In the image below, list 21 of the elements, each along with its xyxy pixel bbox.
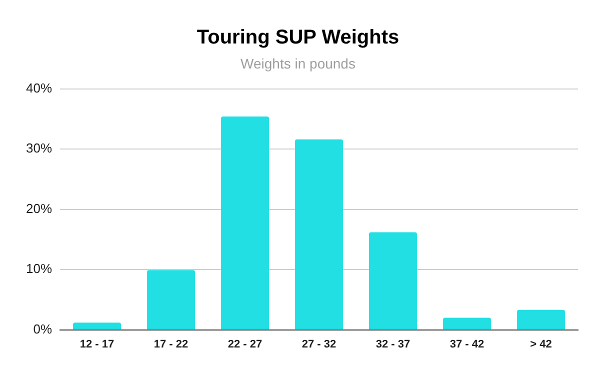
bar xyxy=(147,270,195,330)
y-tick-label: 0% xyxy=(33,321,52,336)
x-tick-label: 37 - 42 xyxy=(450,338,484,350)
chart-subtitle: Weights in pounds xyxy=(240,55,356,72)
bar xyxy=(295,139,343,330)
x-tick-label: 12 - 17 xyxy=(80,338,114,350)
bar xyxy=(443,318,491,330)
x-tick-label: 32 - 37 xyxy=(376,338,410,350)
x-tick-label: 17 - 22 xyxy=(154,338,188,350)
bar xyxy=(73,322,121,330)
y-tick-label: 20% xyxy=(26,200,52,216)
x-tick-label: > 42 xyxy=(530,338,552,350)
bar xyxy=(517,310,565,330)
y-tick-label: 30% xyxy=(26,140,52,156)
chart-title: Touring SUP Weights xyxy=(196,26,400,49)
y-tick-label: 10% xyxy=(26,261,52,276)
y-tick-label: 40% xyxy=(26,80,52,96)
bar xyxy=(221,116,269,330)
bar xyxy=(369,232,417,330)
x-tick-label: 27 - 32 xyxy=(302,338,336,350)
x-tick-label: 22 - 27 xyxy=(228,338,262,350)
